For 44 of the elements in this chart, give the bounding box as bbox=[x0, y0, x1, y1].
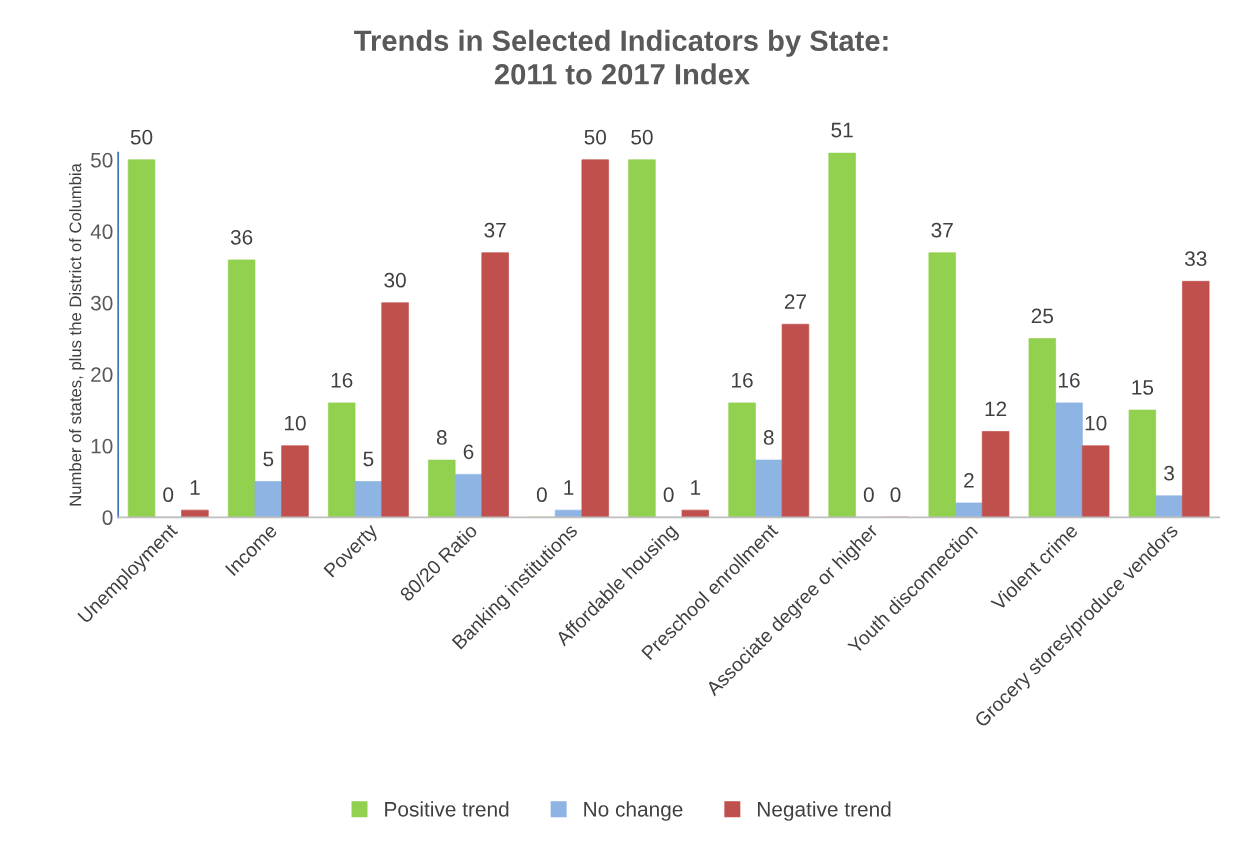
data-label: 10 bbox=[1085, 415, 1107, 431]
data-label: 8 bbox=[436, 430, 447, 445]
data-label: 0 bbox=[863, 487, 874, 503]
data-label: 10 bbox=[285, 415, 306, 431]
data-label: 50 bbox=[631, 129, 653, 145]
data-label: 30 bbox=[384, 272, 406, 288]
y-tick-label: 10 bbox=[91, 438, 113, 454]
data-label: 0 bbox=[163, 487, 174, 503]
data-label: 51 bbox=[831, 122, 853, 138]
y-tick-label: 50 bbox=[90, 152, 113, 168]
data-label: 15 bbox=[1132, 380, 1154, 395]
data-label: 8 bbox=[763, 430, 774, 445]
data-label: 5 bbox=[263, 451, 274, 467]
y-tick-label: 0 bbox=[102, 510, 113, 526]
data-label: 5 bbox=[363, 451, 374, 467]
data-label: 36 bbox=[230, 229, 253, 245]
data-label: 1 bbox=[691, 480, 701, 495]
y-axis-title: Number of states, plus the District of Columbia bbox=[69, 163, 85, 506]
data-label: 12 bbox=[985, 401, 1007, 417]
legend-label: Negative trend bbox=[757, 801, 891, 821]
data-label: 0 bbox=[663, 487, 674, 503]
data-label: 27 bbox=[784, 294, 806, 309]
data-label: 37 bbox=[484, 222, 506, 238]
chart-title: Trends in Selected Indicators by State: 2011 to 2017 Index bbox=[354, 29, 888, 85]
data-label: 50 bbox=[584, 129, 607, 145]
legend-label: Positive trend bbox=[385, 801, 509, 817]
legend-label: No change bbox=[584, 801, 683, 821]
data-label: 0 bbox=[890, 487, 901, 503]
data-label: 50 bbox=[130, 129, 153, 145]
data-label: 2 bbox=[964, 473, 974, 488]
data-label: 25 bbox=[1031, 308, 1054, 324]
data-label: 1 bbox=[190, 480, 200, 495]
data-label: 37 bbox=[931, 222, 953, 238]
y-tick-label: 20 bbox=[91, 367, 113, 383]
data-label: 16 bbox=[331, 372, 353, 388]
data-label: 6 bbox=[463, 444, 474, 460]
data-label: 3 bbox=[1164, 465, 1174, 481]
data-label: 1 bbox=[564, 480, 574, 495]
data-label: 0 bbox=[536, 487, 547, 503]
data-label: 16 bbox=[732, 372, 753, 388]
y-tick-label: 30 bbox=[90, 295, 113, 311]
y-tick-label: 40 bbox=[90, 224, 113, 240]
data-label: 16 bbox=[1059, 372, 1080, 388]
data-label: 33 bbox=[1184, 251, 1207, 267]
